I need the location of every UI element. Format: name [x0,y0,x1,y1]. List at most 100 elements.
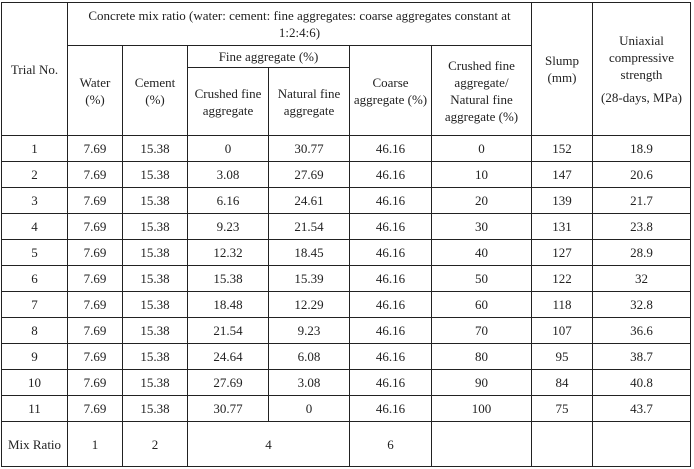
table-cell: 139 [531,187,593,214]
table-cell: 15.38 [187,265,269,292]
table-cell: 46.16 [349,317,432,344]
table-row: 3 7.69 15.38 6.16 24.61 46.16 20 139 21.7 [1,187,691,214]
table-cell: 15.38 [122,239,188,266]
table-cell: 32.8 [592,291,691,318]
table-cell: 28.9 [592,239,691,266]
table-cell: 27.69 [268,161,350,188]
table-cell: 7.69 [67,161,123,188]
table-cell: 0 [187,135,269,162]
table-cell: 23.8 [592,213,691,240]
table-cell: 7.69 [67,135,123,162]
table-cell: 36.6 [592,317,691,344]
table-cell: 15.38 [122,135,188,162]
table-cell: 46.16 [349,161,432,188]
table-cell: 2 [1,161,68,188]
table-cell: 46.16 [349,343,432,370]
table-cell: 21.54 [268,213,350,240]
table-cell: 3 [1,187,68,214]
header-water: Water (%) [67,45,123,136]
table-cell: 5 [1,239,68,266]
table-cell: 80 [431,343,532,370]
table-cell: 9.23 [268,317,350,344]
table-cell: 40.8 [592,369,691,396]
table-cell: 6 [1,265,68,292]
table-cell: 7.69 [67,291,123,318]
table-cell: 0 [431,135,532,162]
table-row: 5 7.69 15.38 12.32 18.45 46.16 40 127 28.9 [1,239,691,266]
header-fine-aggregate: Fine aggregate (%) [187,45,350,68]
table-cell: 8 [1,317,68,344]
table-cell: 12.29 [268,291,350,318]
table-cell: 6.08 [268,343,350,370]
table-row: 9 7.69 15.38 24.64 6.08 46.16 80 95 38.7 [1,343,691,370]
table-cell: 18.9 [592,135,691,162]
table-cell: 38.7 [592,343,691,370]
table-cell: 46.16 [349,369,432,396]
header-crushed-fine: Crushed fine aggregate [187,67,269,136]
table-cell: 7.69 [67,343,123,370]
header-coarse: Coarse aggregate (%) [349,45,432,136]
table-cell: 15.38 [122,291,188,318]
empty-cell [592,421,691,467]
table-cell: 7.69 [67,265,123,292]
table-cell: 152 [531,135,593,162]
table-cell: 15.38 [122,395,188,422]
table-cell: 46.16 [349,265,432,292]
table-cell: 7.69 [67,369,123,396]
table-cell: 40 [431,239,532,266]
table-cell: 15.38 [122,213,188,240]
table-row: 4 7.69 15.38 9.23 21.54 46.16 30 131 23.8 [1,213,691,240]
table-cell: 1 [1,135,68,162]
table-cell: 15.38 [122,369,188,396]
table-cell: 147 [531,161,593,188]
table-cell: 21.7 [592,187,691,214]
table-cell: 0 [268,395,350,422]
table-cell: 4 [1,213,68,240]
empty-cell [531,421,593,467]
mix-ratio-fine: 4 [187,421,350,467]
table-cell: 46.16 [349,239,432,266]
table-cell: 75 [531,395,593,422]
mix-ratio-coarse: 6 [349,421,432,467]
header-natural-fine: Natural fine aggregate [268,67,350,136]
table-cell: 70 [431,317,532,344]
table-cell: 7.69 [67,187,123,214]
table-cell: 11 [1,395,68,422]
table-cell: 46.16 [349,187,432,214]
table-cell: 27.69 [187,369,269,396]
table-cell: 43.7 [592,395,691,422]
header-mix-ratio: Concrete mix ratio (water: cement: fine … [67,2,532,46]
table-cell: 46.16 [349,291,432,318]
table-cell: 21.54 [187,317,269,344]
empty-cell [431,421,532,467]
table-cell: 7 [1,291,68,318]
table-cell: 122 [531,265,593,292]
header-ucs-unit: (28-days, MPa) [601,90,682,105]
table-cell: 9 [1,343,68,370]
table-cell: 18.45 [268,239,350,266]
table-cell: 24.64 [187,343,269,370]
table-cell: 107 [531,317,593,344]
table-row: 10 7.69 15.38 27.69 3.08 46.16 90 84 40.8 [1,369,691,396]
table-cell: 12.32 [187,239,269,266]
table-row: 2 7.69 15.38 3.08 27.69 46.16 10 147 20.6 [1,161,691,188]
mix-ratio-row: Mix Ratio 1 2 4 6 [1,421,691,467]
table-cell: 10 [1,369,68,396]
mix-ratio-label: Mix Ratio [1,421,68,467]
table-cell: 15.38 [122,187,188,214]
table-cell: 15.38 [122,343,188,370]
table-cell: 95 [531,343,593,370]
header-trial-no: Trial No. [1,2,68,136]
table-cell: 84 [531,369,593,396]
header-ucs: Uniaxial compressive strength (28-days, M… [592,2,691,136]
table-cell: 60 [431,291,532,318]
table-cell: 127 [531,239,593,266]
header-slump: Slump (mm) [531,2,593,136]
table-row: 7 7.69 15.38 18.48 12.29 46.16 60 118 32.8 [1,291,691,318]
header-crushed-natural-ratio: Crushed fine aggregate/ Natural fine agg… [431,45,532,136]
table-cell: 18.48 [187,291,269,318]
table-cell: 15.38 [122,317,188,344]
table-cell: 15.38 [122,265,188,292]
table-cell: 46.16 [349,213,432,240]
mix-ratio-cement: 2 [122,421,188,467]
